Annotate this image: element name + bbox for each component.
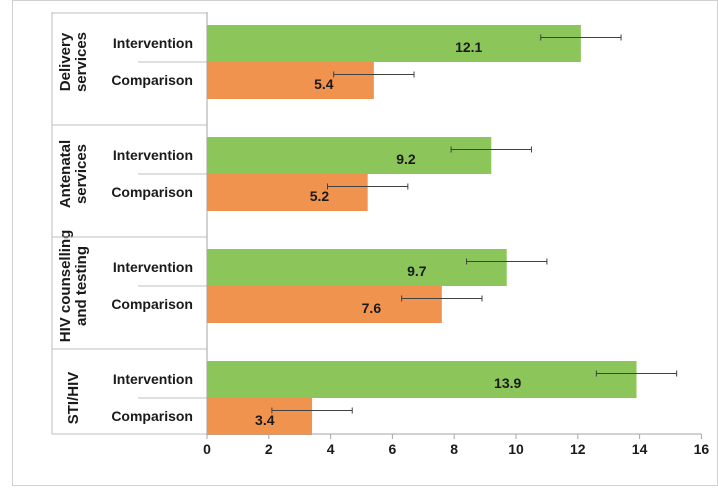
x-tick-label: 8 xyxy=(450,441,458,457)
category-label: Intervention xyxy=(113,35,193,51)
category-label: Comparison xyxy=(111,184,193,200)
x-tick-label: 6 xyxy=(389,441,397,457)
bar-comparison xyxy=(207,398,313,435)
data-label: 9.7 xyxy=(407,263,427,279)
bar-comparison xyxy=(207,62,374,99)
x-tick-label: 16 xyxy=(694,441,710,457)
x-tick-label: 10 xyxy=(508,441,524,457)
bar-intervention xyxy=(207,361,637,398)
group-label: HIV counselling xyxy=(57,230,74,343)
bar-intervention xyxy=(207,249,507,286)
group-label: and testing xyxy=(73,246,90,326)
axes-layer: 0 2 4 6 8 10 12 14 16 xyxy=(51,12,710,457)
x-tick-label: 0 xyxy=(203,441,211,457)
category-label: Intervention xyxy=(113,147,193,163)
group-label: services xyxy=(73,144,90,204)
data-label: 3.4 xyxy=(255,412,275,428)
data-label: 5.2 xyxy=(310,188,330,204)
data-label: 13.9 xyxy=(494,375,521,391)
data-label: 9.2 xyxy=(396,151,416,167)
group-label: services xyxy=(73,32,90,92)
bar-intervention xyxy=(207,25,581,62)
category-label: Intervention xyxy=(113,371,193,387)
data-label: 12.1 xyxy=(455,39,482,55)
x-tick-label: 14 xyxy=(632,441,648,457)
group-label: STI/HIV xyxy=(65,372,82,425)
bar-intervention xyxy=(207,137,492,174)
category-label: Intervention xyxy=(113,259,193,275)
category-label: Comparison xyxy=(111,408,193,424)
x-tick-label: 2 xyxy=(265,441,273,457)
bar-comparison xyxy=(207,174,368,211)
data-label: 5.4 xyxy=(314,76,334,92)
data-label: 7.6 xyxy=(362,300,382,316)
x-tick-label: 12 xyxy=(570,441,586,457)
category-label: Comparison xyxy=(111,296,193,312)
group-label: Delivery xyxy=(57,32,74,91)
category-label: Comparison xyxy=(111,72,193,88)
bars-layer xyxy=(207,25,678,435)
group-label: Antenatal xyxy=(57,140,74,208)
labels-layer: Delivery services Intervention 12.1Comparis… xyxy=(57,32,522,428)
x-tick-label: 4 xyxy=(327,441,335,457)
bar-comparison xyxy=(207,286,442,323)
